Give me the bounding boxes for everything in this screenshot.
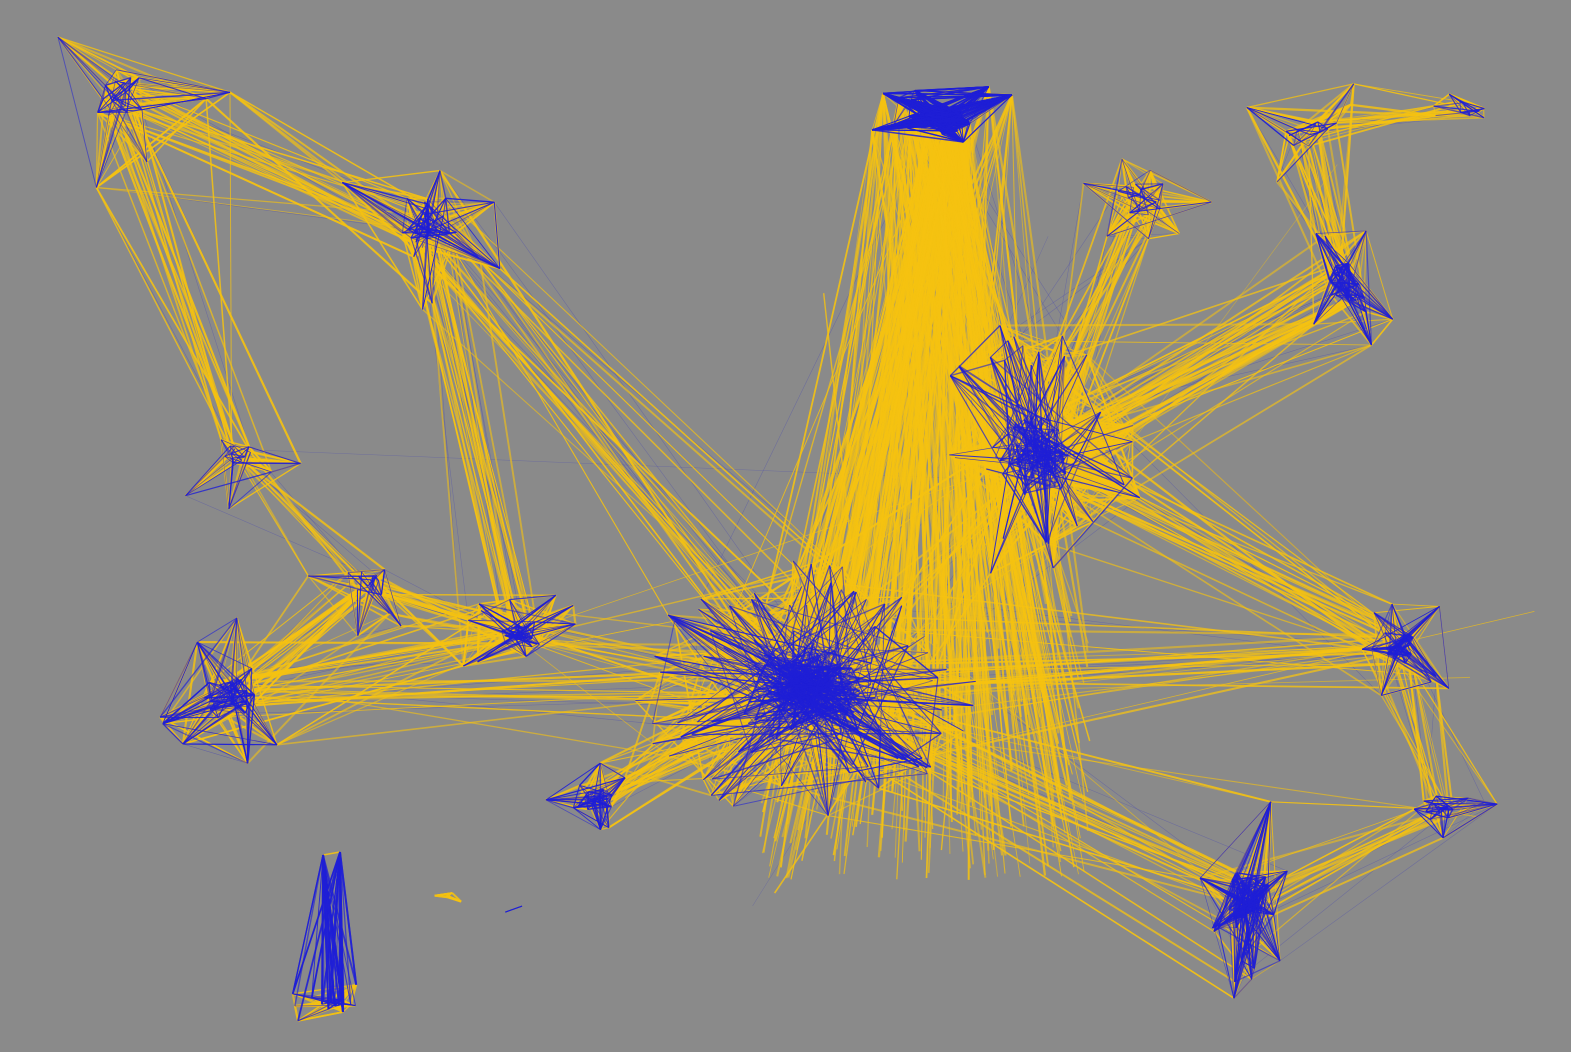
edge-layer-blue bbox=[57, 36, 1498, 1022]
